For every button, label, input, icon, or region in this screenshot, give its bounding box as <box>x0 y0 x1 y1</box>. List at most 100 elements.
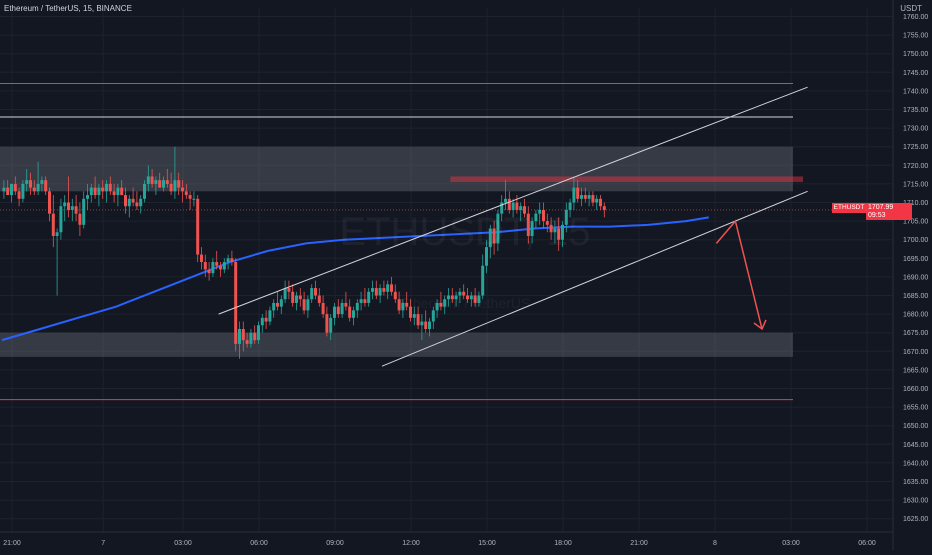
y-tick-label: 1685.00 <box>903 293 928 300</box>
y-tick-label: 1735.00 <box>903 107 928 114</box>
candle-body <box>215 262 219 266</box>
candle-body <box>181 187 184 192</box>
y-tick-label: 1645.00 <box>903 442 928 449</box>
candle-body <box>196 198 200 255</box>
candle-body <box>583 195 587 199</box>
zone-rect <box>450 176 803 183</box>
candle-body <box>279 299 283 307</box>
x-tick-label: 12:00 <box>402 540 420 547</box>
candle-body <box>93 187 97 196</box>
chart-title[interactable]: Ethereum / TetherUS, 15, BINANCE <box>4 4 132 13</box>
candle-body <box>462 291 466 296</box>
candle-body <box>200 254 203 263</box>
candle-body <box>382 288 386 292</box>
candle-body <box>568 202 572 210</box>
candle-body <box>139 198 143 207</box>
candle-body <box>192 198 196 200</box>
candle-body <box>447 295 450 300</box>
candle-body <box>226 258 230 263</box>
candle-body <box>116 187 120 196</box>
candle-body <box>496 213 500 244</box>
candle-body <box>112 191 116 196</box>
candle-body <box>291 291 295 303</box>
candle-body <box>211 262 215 274</box>
candle-body <box>143 183 146 199</box>
candle-body <box>564 209 568 225</box>
candle-body <box>67 202 70 210</box>
candle-body <box>439 302 443 307</box>
candle-body <box>378 288 382 296</box>
x-tick-label: 06:00 <box>250 540 268 547</box>
candle-body <box>561 224 564 240</box>
candle-body <box>74 206 78 214</box>
candle-body <box>219 265 222 270</box>
candle-body <box>515 202 519 210</box>
candle-body <box>333 306 336 318</box>
candle-body <box>420 321 424 326</box>
candle-body <box>424 321 428 329</box>
candle-body <box>367 291 371 303</box>
candle-body <box>25 180 29 184</box>
candle-body <box>162 180 165 188</box>
ma-line <box>1 216 709 342</box>
candle-body <box>336 306 340 315</box>
candle-body <box>587 195 591 199</box>
y-tick-label: 1625.00 <box>903 516 928 523</box>
candle-body <box>260 317 264 326</box>
candle-body <box>29 180 32 188</box>
candle-body <box>78 213 82 225</box>
channel-line <box>218 86 808 315</box>
projection-arrow <box>715 219 767 331</box>
candle-body <box>120 187 124 196</box>
candle-body <box>234 262 238 344</box>
candle-body <box>321 302 325 315</box>
y-tick-label: 1700.00 <box>903 237 928 244</box>
candle-body <box>203 262 207 270</box>
candle-body <box>523 206 526 214</box>
candle-body <box>458 291 462 296</box>
y-tick-label: 1730.00 <box>903 126 928 133</box>
arrow-head <box>753 319 767 331</box>
candle-body <box>36 183 40 192</box>
y-tick-label: 1635.00 <box>903 479 928 486</box>
y-tick-label: 1660.00 <box>903 386 928 393</box>
y-tick-label: 1690.00 <box>903 274 928 281</box>
candle-body <box>454 295 458 300</box>
candle-body <box>466 295 469 300</box>
candle-body <box>317 295 321 303</box>
candle-body <box>477 295 481 303</box>
candle-body <box>249 332 253 344</box>
candle-body <box>127 198 131 207</box>
candle-body <box>154 180 158 184</box>
x-tick-label: 09:00 <box>326 540 344 547</box>
watermark-symbol: ETHUSDT, 15 <box>339 210 590 254</box>
y-tick-label: 1695.00 <box>903 256 928 263</box>
candle-body <box>230 258 234 263</box>
candle-body <box>507 198 511 210</box>
y-tick-label: 1705.00 <box>903 219 928 226</box>
candle-body <box>59 206 63 233</box>
candle-body <box>207 269 211 274</box>
candle-body <box>222 262 226 270</box>
candle-body <box>238 328 241 344</box>
y-tick-label: 1675.00 <box>903 330 928 337</box>
channel-line <box>381 190 808 367</box>
candle-body <box>245 340 249 344</box>
candle-body <box>340 302 344 315</box>
candle-body <box>602 206 606 210</box>
candle-body <box>2 187 6 192</box>
x-tick-label: 18:00 <box>554 540 572 547</box>
candle-body <box>264 317 268 322</box>
candle-body <box>40 180 44 184</box>
candle-body <box>352 310 355 318</box>
candle-body <box>124 195 127 207</box>
candle-body <box>492 228 496 244</box>
candle-body <box>135 202 139 207</box>
x-tick-label: 21:00 <box>3 540 21 547</box>
watermark-name: Ethereum / TetherUS <box>400 295 530 311</box>
candle-body <box>504 198 507 203</box>
candle-body <box>549 224 553 233</box>
channel-lines <box>218 86 808 367</box>
